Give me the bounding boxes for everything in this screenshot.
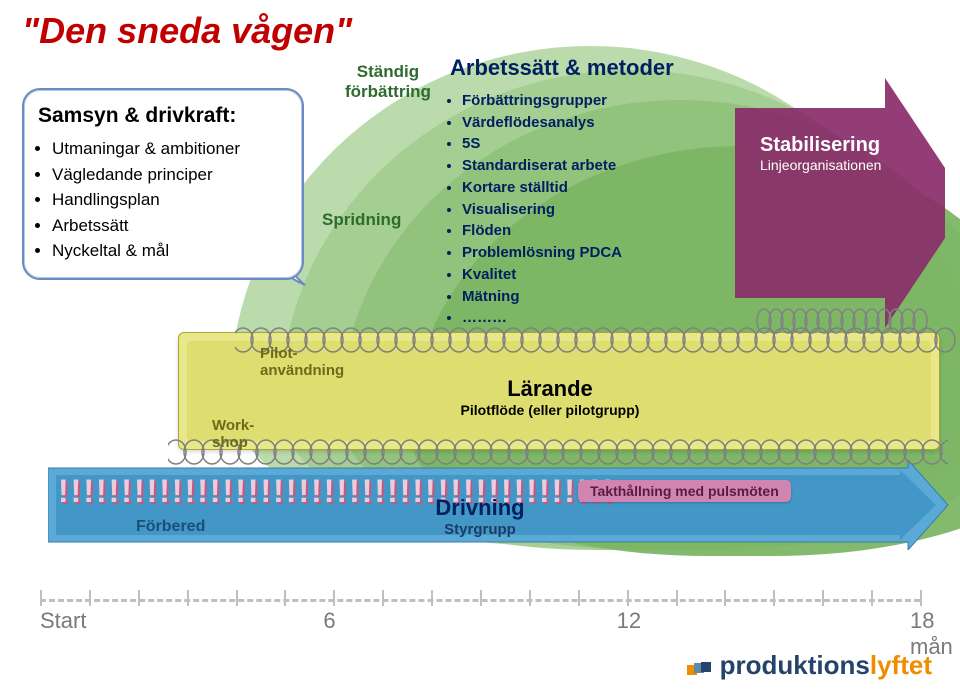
takt-badge: Takthållning med pulsmöten (578, 480, 791, 502)
methods-item: Problemlösning PDCA (462, 242, 720, 264)
timeline-tick (822, 590, 824, 606)
larande-label: Lärande Pilotflöde (eller pilotgrupp) (420, 376, 680, 418)
timeline-label: Start (40, 608, 86, 634)
label-standig-forbattring: Ständig förbättring (345, 62, 431, 102)
callout-samsyn: Samsyn & drivkraft: Utmaningar & ambitio… (22, 88, 304, 280)
stabilisering-arrow (735, 78, 950, 328)
timeline-tick (333, 590, 335, 606)
label-spridning: Spridning (322, 210, 401, 230)
title-text: "Den sneda vågen" (22, 10, 352, 51)
methods-item: Standardiserat arbete (462, 155, 720, 177)
timeline-tick (187, 590, 189, 606)
methods-item: Värdeflödesanalys (462, 112, 720, 134)
methods-list: FörbättringsgrupperVärdeflödesanalys5SSt… (450, 90, 720, 329)
timeline-tick (578, 590, 580, 606)
methods-item: Kvalitet (462, 264, 720, 286)
tag-pilot: Pilot- användning (260, 346, 344, 379)
stabilisering-text: Stabilisering Linjeorganisationen (760, 134, 930, 173)
timeline-tick (529, 590, 531, 606)
methods-item: Förbättringsgrupper (462, 90, 720, 112)
callout-list: Utmaningar & ambitionerVägledande princi… (38, 136, 288, 264)
callout-item: Vägledande principer (52, 162, 288, 188)
methods-panel: Arbetssätt & metoder Förbättringsgrupper… (450, 52, 720, 329)
page-title: "Den sneda vågen" (22, 10, 352, 52)
footer-logo: produktionslyftet (687, 650, 932, 681)
methods-item: ……… (462, 307, 720, 329)
drivning-label: Drivning Styrgrupp (380, 495, 580, 538)
timeline-tick (431, 590, 433, 606)
logo-square (701, 662, 711, 672)
timeline-tick (40, 590, 42, 606)
callout-item: Arbetssätt (52, 213, 288, 239)
timeline-tick (627, 590, 629, 606)
methods-item: Flöden (462, 220, 720, 242)
timeline-tick (236, 590, 238, 606)
methods-item: Mätning (462, 286, 720, 308)
timeline-tick (676, 590, 678, 606)
callout-item: Handlingsplan (52, 187, 288, 213)
timeline-tick (920, 590, 922, 606)
timeline-tick (480, 590, 482, 606)
methods-heading: Arbetssätt & metoder (450, 52, 720, 84)
timeline-tick (89, 590, 91, 606)
timeline-tick (871, 590, 873, 606)
timeline-tick (724, 590, 726, 606)
callout-item: Nyckeltal & mål (52, 238, 288, 264)
timeline-tick (138, 590, 140, 606)
tag-forbered: Förbered (136, 518, 205, 536)
methods-item: 5S (462, 133, 720, 155)
tag-workshop: Work- shop (212, 418, 254, 451)
timeline-label: 12 (617, 608, 641, 634)
callout-item: Utmaningar & ambitioner (52, 136, 288, 162)
methods-item: Visualisering (462, 199, 720, 221)
timeline-tick (284, 590, 286, 606)
timeline-tick (382, 590, 384, 606)
timeline-tick (773, 590, 775, 606)
callout-heading: Samsyn & drivkraft: (38, 104, 288, 128)
timeline-label: 6 (323, 608, 335, 634)
methods-item: Kortare ställtid (462, 177, 720, 199)
